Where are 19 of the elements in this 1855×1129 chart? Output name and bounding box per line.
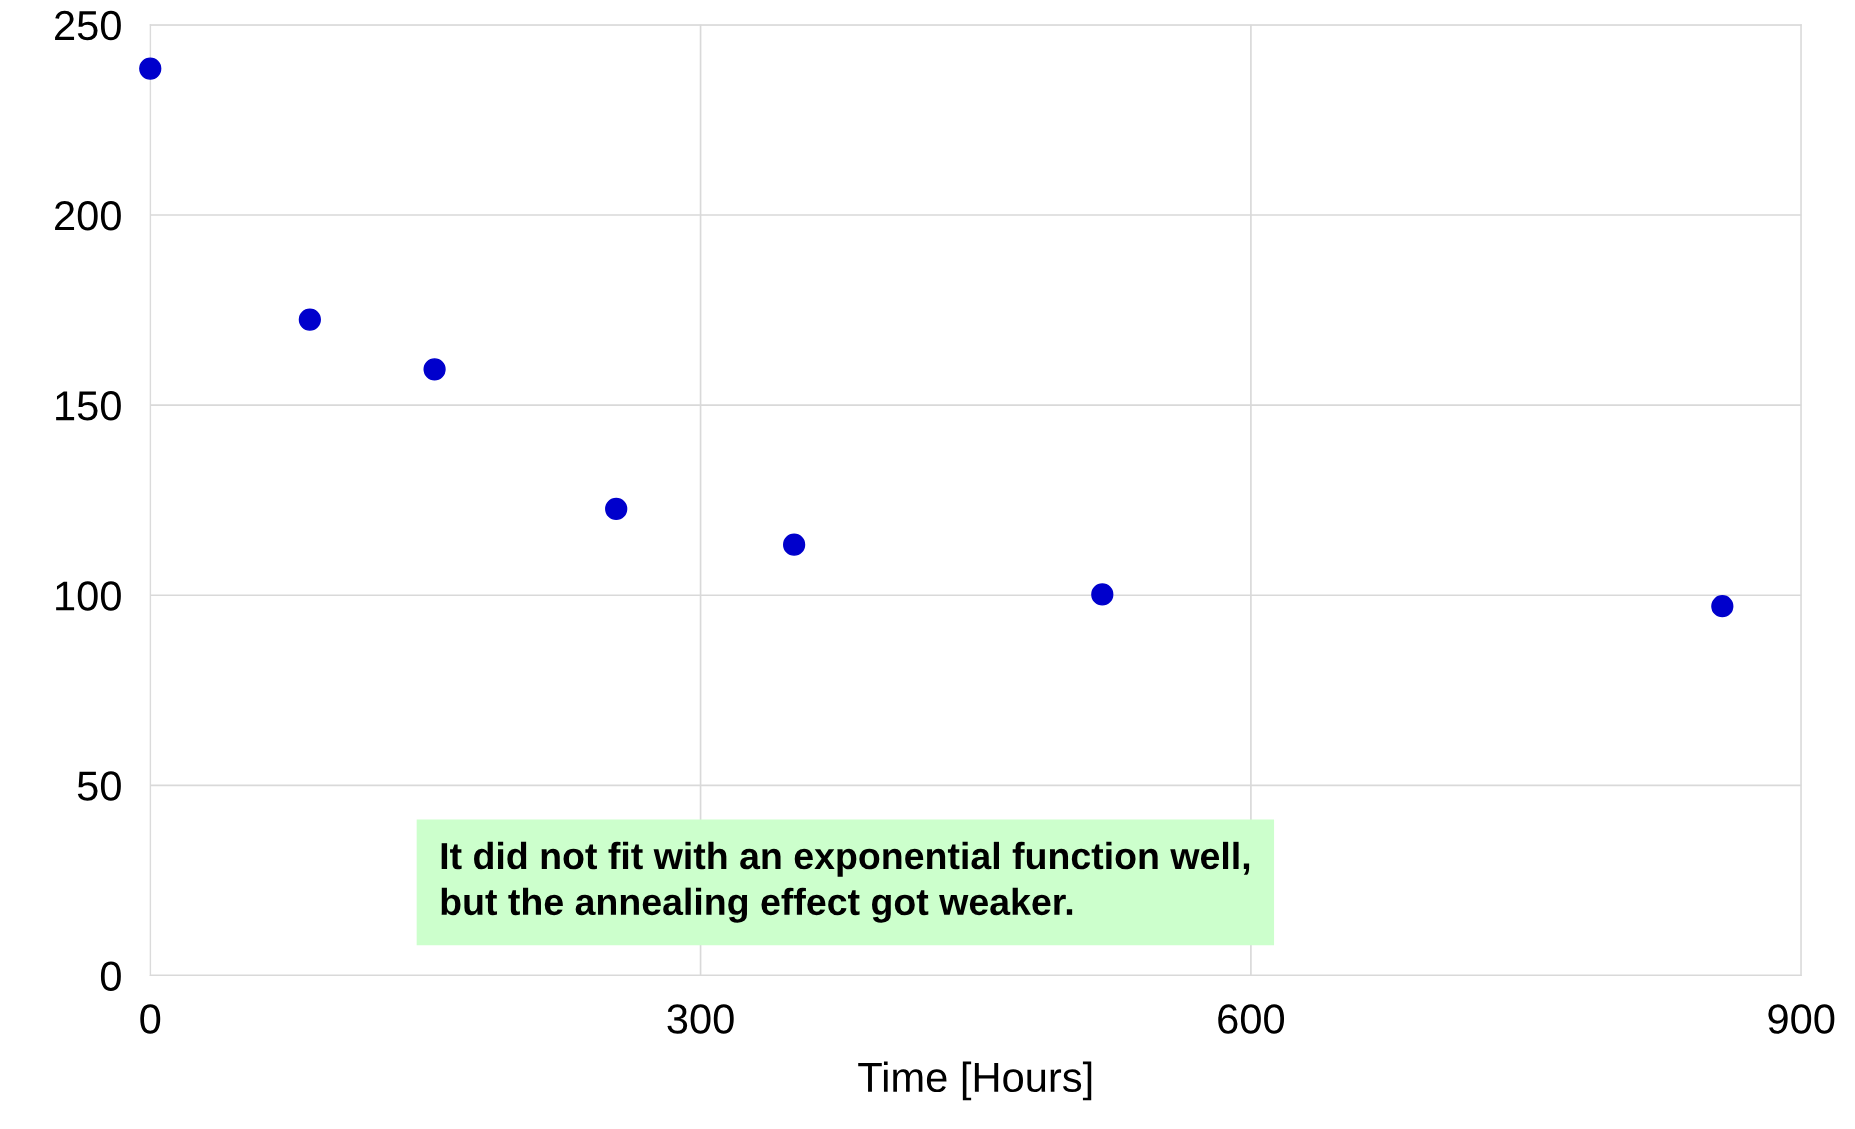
point: [423, 358, 446, 381]
y-tick-label: 50: [77, 771, 121, 801]
y-tick-label: 250: [55, 10, 121, 41]
x-axis-title: Time [Hours]: [858, 1061, 1092, 1101]
annotation: It did not fit with an exponential function well, but the annealing effect got weaker.: [441, 841, 1250, 923]
point: [1091, 583, 1114, 606]
x-tick-label: 900: [1768, 1004, 1835, 1034]
y-tick-label: 200: [55, 200, 121, 231]
x-tick-label: 600: [1218, 1004, 1285, 1034]
point: [298, 308, 321, 331]
point: [139, 57, 162, 80]
y-tick-label: 0: [100, 961, 121, 991]
x-tick-label: 300: [667, 1004, 734, 1034]
y-tick-label: 150: [56, 391, 121, 421]
x-tick-label: 0: [140, 1004, 161, 1034]
point: [1711, 595, 1734, 618]
point: [605, 497, 628, 521]
y-tick-label: 100: [56, 581, 121, 611]
point: [783, 533, 806, 556]
